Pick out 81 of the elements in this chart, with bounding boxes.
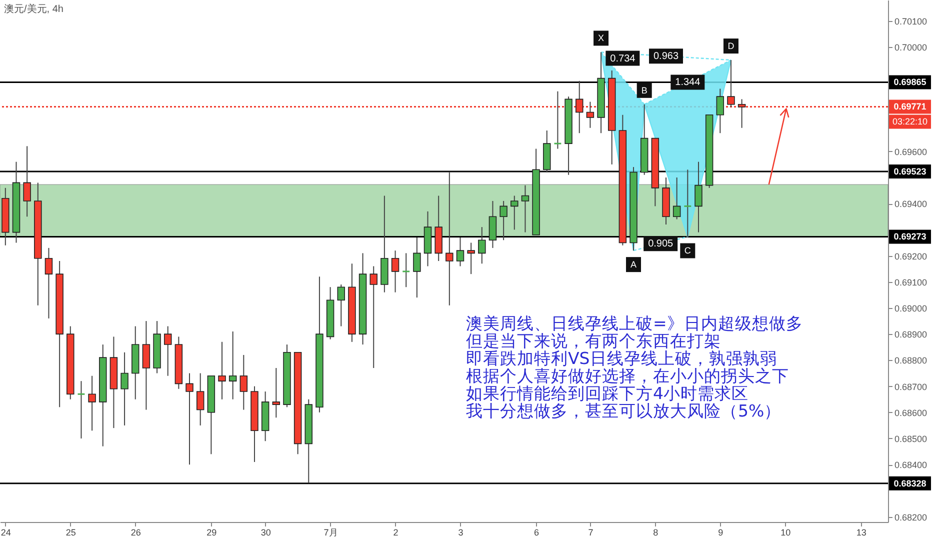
y-tick-label: 0.68600 [894,408,928,418]
candlestick [142,320,150,410]
annotation: 1.344 [675,77,701,88]
data-label: C [684,246,692,256]
x-tick-label: 10 [780,528,791,538]
x-tick-label: 29 [206,528,217,538]
text: 03:22:10 [892,116,928,127]
annotation: 0.963 [653,51,679,62]
x-tick-label: 8 [653,528,658,538]
candlestick [186,372,194,466]
x-tick-label: 25 [66,528,76,538]
x-tick-label: 6 [534,528,540,538]
candlestick [478,226,486,264]
candlestick [672,176,681,220]
data-label: A [630,260,637,270]
annotation: 0.905 [648,238,674,250]
candlestick [500,200,508,241]
annotation: 如果行情能给到回踩下方4小时需求区 [466,384,748,403]
candlestick [23,146,31,218]
candlestick [456,237,464,267]
annotation: 根据个人喜好做好选择，在小小的拐头之下 [466,366,789,386]
annotation: 我十分想做多，甚至可以放大风险（5%） [466,402,782,420]
candlestick [510,195,518,230]
data-label: X [598,33,604,44]
candlestick [164,326,172,376]
candlestick [694,161,702,233]
x-tick-label: 24 [0,528,11,538]
candlestick [196,372,204,426]
candlestick [683,169,692,238]
ref-line-label: 0.68328 [894,478,926,488]
candlestick [521,184,530,233]
y-tick-label: 0.68400 [894,460,928,470]
y-tick-label: 0.68700 [894,382,928,392]
ref-line-label: 0.69865 [894,77,926,88]
candlestick [228,330,237,400]
y-tick-label: 0.69200 [894,251,928,262]
candlestick [488,200,497,248]
x-tick-label: 26 [130,528,141,538]
candlestick [88,375,96,432]
y-tick-label: 0.69600 [894,146,928,157]
x-tick-label: 7 [588,528,594,538]
candlestick [370,266,378,369]
ref-line-label: 0.69771 [894,102,926,112]
candlestick [467,242,475,275]
y-tick-label: 0.69100 [894,277,928,288]
candlestick [240,354,248,410]
y-tick-label: 0.68200 [894,512,928,522]
ref-line-label: 0.69273 [894,232,926,242]
x-tick-label: 3 [458,528,464,538]
data-label: D [728,41,735,52]
y-tick-label: 0.70100 [894,16,928,26]
candlestick [120,352,128,426]
x-tick-label: 7月 [324,528,338,538]
candlestick [553,90,562,150]
annotation: 0.734 [610,53,636,64]
candlestick [272,368,280,418]
candlestick [337,284,345,327]
x-tick-label: 2 [393,528,398,538]
data-label: B [641,85,648,96]
candlestick [716,88,724,134]
y-tick-label: 0.70000 [894,42,928,52]
x-tick-label: 13 [856,528,866,538]
x-tick-label: 9 [718,528,724,538]
y-tick-label: 0.68500 [894,434,928,444]
chart-title: 澳元/美元, 4h [4,3,64,15]
y-tick-label: 0.68900 [894,330,928,340]
y-tick-label: 0.69400 [894,199,928,210]
candlestick [446,172,454,306]
candlestick [218,341,226,400]
y-tick-label: 0.68800 [894,356,928,366]
candlestick [77,380,86,439]
candlestick [413,237,421,298]
annotation: 澳美周线、日线孕线上破=》日内超级想做多 [466,314,803,333]
annotation: 但是当下来说，有两个东西在打架 [466,332,721,350]
candlestick [402,252,410,288]
y-tick-label: 0.69000 [894,303,928,314]
x-tick-label: 30 [260,528,271,538]
candlestick [391,250,400,293]
annotation: 即看跌加特利VS日线孕线上破，孰强孰弱 [466,349,777,368]
ref-line-label: 0.69523 [894,166,926,176]
candlestick [44,247,53,319]
